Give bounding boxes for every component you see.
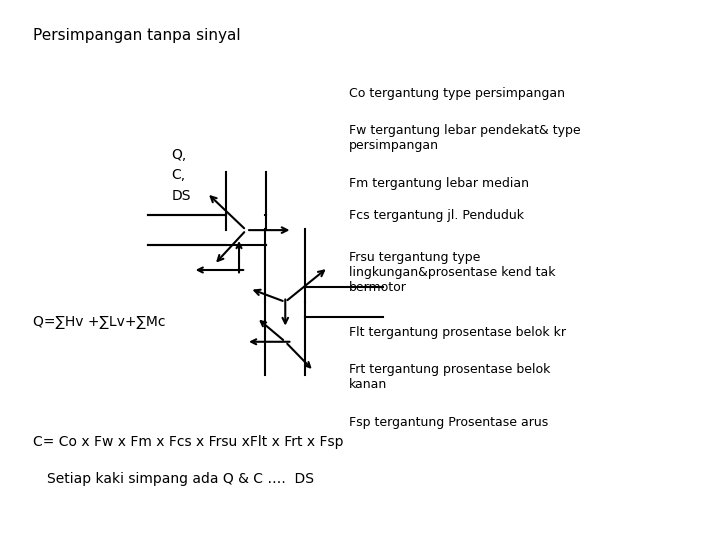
Text: Fcs tergantung jl. Penduduk: Fcs tergantung jl. Penduduk — [349, 209, 524, 222]
Text: Fw tergantung lebar pendekat& type
persimpangan: Fw tergantung lebar pendekat& type persi… — [349, 124, 581, 152]
Text: Frsu tergantung type
lingkungan&prosentase kend tak
bermotor: Frsu tergantung type lingkungan&prosenta… — [349, 252, 556, 294]
Text: Setiap kaki simpang ada Q & C ….  DS: Setiap kaki simpang ada Q & C …. DS — [47, 472, 314, 486]
Text: Frt tergantung prosentase belok
kanan: Frt tergantung prosentase belok kanan — [349, 363, 551, 391]
Text: Fm tergantung lebar median: Fm tergantung lebar median — [349, 177, 529, 190]
Text: Co tergantung type persimpangan: Co tergantung type persimpangan — [349, 86, 565, 99]
Text: Persimpangan tanpa sinyal: Persimpangan tanpa sinyal — [32, 28, 240, 43]
Text: C= Co x Fw x Fm x Fcs x Frsu xFlt x Frt x Fsp: C= Co x Fw x Fm x Fcs x Frsu xFlt x Frt … — [32, 435, 343, 449]
Text: Flt tergantung prosentase belok kr: Flt tergantung prosentase belok kr — [349, 326, 567, 339]
Text: Fsp tergantung Prosentase arus: Fsp tergantung Prosentase arus — [349, 416, 549, 429]
Text: Q,
C,
DS: Q, C, DS — [171, 148, 191, 203]
Text: Q=∑Hv +∑Lv+∑Mc: Q=∑Hv +∑Lv+∑Mc — [32, 315, 165, 329]
